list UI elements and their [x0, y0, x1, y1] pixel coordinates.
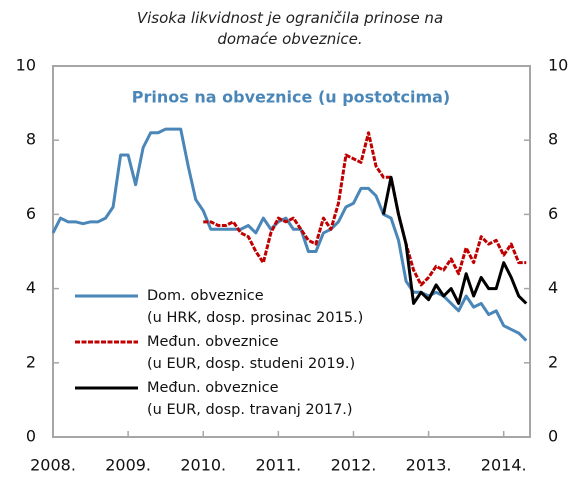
- legend-label: Dom. obveznice (u HRK, dosp. prosinac 201…: [147, 288, 363, 326]
- y2-tick-label: 2: [548, 352, 558, 371]
- y-tick-label: 6: [26, 204, 36, 223]
- x-tick-label: 2014.: [481, 456, 527, 475]
- series-line: [51, 127, 528, 342]
- y-tick-label: 4: [26, 278, 36, 297]
- y-tick-label: 10: [16, 56, 36, 75]
- x-tick-label: 2011.: [255, 456, 301, 475]
- plot-frame: [52, 65, 531, 438]
- x-tick-label: 2009.: [105, 456, 151, 475]
- y-tick-label: 8: [26, 130, 36, 149]
- series-line: [382, 175, 528, 305]
- chart-title: Visoka likvidnost je ograničila prinose …: [136, 9, 444, 48]
- legend-label: Međun. obveznice (u EUR, dosp. studeni 20…: [147, 334, 355, 372]
- legend-label: Međun. obveznice (u EUR, dosp. travanj 20…: [147, 380, 353, 418]
- x-tick-label: 2010.: [180, 456, 226, 475]
- x-tick-label: 2012.: [331, 456, 377, 475]
- x-tick-label: 2013.: [406, 456, 452, 475]
- y2-tick-label: 10: [548, 56, 568, 75]
- y2-tick-label: 8: [548, 130, 558, 149]
- chart-subtitle: Prinos na obveznice (u postotcima): [132, 88, 450, 107]
- y-tick-label: 2: [26, 352, 36, 371]
- y-tick-label: 0: [26, 427, 36, 446]
- y2-tick-label: 4: [548, 278, 558, 297]
- y2-tick-label: 6: [548, 204, 558, 223]
- x-tick-label: 2008.: [30, 456, 76, 475]
- series-line: [203, 131, 527, 287]
- y2-tick-label: 0: [548, 427, 558, 446]
